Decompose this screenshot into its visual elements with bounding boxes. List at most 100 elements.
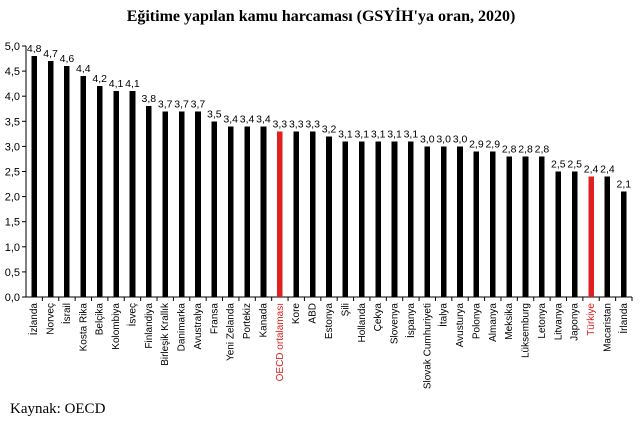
value-label: 2,8 — [518, 143, 533, 155]
bar — [408, 141, 414, 297]
y-tick-label: 2,5 — [5, 167, 20, 179]
value-label: 3,7 — [191, 98, 206, 110]
bar — [244, 126, 250, 297]
bar — [489, 151, 496, 297]
category-label: Almanya — [488, 303, 499, 342]
category-label: Polonya — [471, 303, 482, 340]
value-label: 3,5 — [207, 108, 222, 120]
category-label: Birleşik Krallık — [160, 302, 171, 366]
value-label: 2,9 — [485, 138, 500, 150]
value-label: 3,0 — [420, 133, 435, 145]
value-label: 2,9 — [469, 138, 484, 150]
category-label: Avustralya — [193, 303, 204, 350]
category-label: Slovenya — [390, 303, 401, 345]
bar — [539, 156, 545, 297]
y-tick-label: 5,0 — [5, 41, 20, 53]
category-label: ABD — [308, 303, 319, 324]
bar — [457, 146, 463, 297]
bar — [277, 131, 283, 297]
category-label: Kosta Rika — [78, 303, 89, 352]
category-label: Çekya — [373, 303, 384, 332]
bar — [375, 141, 381, 297]
category-label: Danimarka — [177, 303, 188, 352]
value-label: 3,3 — [289, 118, 304, 130]
bar — [293, 131, 300, 297]
bar — [621, 191, 627, 297]
value-label: 3,8 — [142, 93, 157, 105]
category-label: Kanada — [258, 303, 269, 338]
y-tick-label: 0,0 — [5, 292, 20, 304]
value-label: 2,8 — [502, 143, 517, 155]
bar — [113, 91, 119, 298]
value-label: 4,7 — [43, 48, 58, 60]
bar — [326, 136, 332, 297]
bar — [129, 91, 136, 298]
value-label: 2,8 — [535, 143, 550, 155]
category-label: İtalya — [437, 303, 450, 327]
category-label: İsveç — [125, 303, 138, 326]
category-label: Estonya — [324, 303, 335, 340]
bar — [146, 106, 152, 298]
category-label: İspanya — [404, 303, 417, 338]
y-tick-label: 1,5 — [5, 217, 20, 229]
bar — [64, 66, 70, 297]
chart-title: Eğitime yapılan kamu harcaması (GSYİH'ya… — [126, 8, 516, 25]
category-label: Lüksemburg — [521, 303, 532, 358]
value-label: 3,4 — [256, 113, 271, 125]
value-label: 3,1 — [354, 128, 369, 140]
bar — [309, 131, 316, 297]
bar — [260, 126, 267, 297]
value-label: 3,0 — [436, 133, 451, 145]
category-label: Macaristan — [602, 303, 613, 352]
bar — [96, 86, 103, 297]
y-tick-label: 3,0 — [5, 141, 20, 153]
value-label: 3,1 — [338, 128, 353, 140]
value-label: 4,8 — [27, 43, 42, 55]
bar — [358, 141, 365, 297]
y-tick-label: 2,0 — [5, 192, 20, 204]
value-label: 4,6 — [60, 53, 75, 65]
category-label: İsrail — [60, 303, 73, 324]
y-tick-label: 4,0 — [5, 91, 20, 103]
category-label: OECD ortalaması — [275, 303, 286, 381]
source-note: Kaynak: OECD — [10, 401, 106, 417]
category-label: Türkiye — [586, 303, 597, 336]
value-label: 3,1 — [404, 128, 419, 140]
value-label: 3,1 — [387, 128, 402, 140]
bar — [342, 141, 349, 297]
bar — [424, 146, 431, 297]
category-label: Avusturya — [455, 303, 466, 348]
category-label: İzlanda — [27, 303, 40, 336]
bar — [80, 76, 87, 298]
value-label: 2,5 — [567, 159, 582, 171]
category-label: Portekiz — [242, 303, 253, 339]
bar — [440, 146, 447, 297]
value-label: 3,1 — [371, 128, 386, 140]
bar — [391, 141, 398, 297]
bar — [555, 171, 562, 297]
value-label: 3,3 — [273, 118, 288, 130]
category-label: Yeni Zelanda — [226, 303, 237, 361]
bar — [604, 176, 611, 297]
value-label: 4,2 — [92, 73, 107, 85]
bar — [211, 121, 218, 297]
bar — [588, 176, 594, 297]
value-label: 4,1 — [125, 78, 140, 90]
value-label: 2,4 — [600, 164, 615, 176]
bar — [473, 151, 480, 297]
category-label: Meksika — [504, 303, 515, 340]
y-tick-label: 4,5 — [5, 66, 20, 78]
value-label: 2,1 — [617, 179, 632, 191]
category-label: Şili — [340, 303, 351, 316]
category-label: Norveç — [46, 303, 57, 335]
value-label: 4,1 — [109, 78, 124, 90]
value-label: 3,0 — [453, 133, 468, 145]
value-label: 3,4 — [223, 113, 238, 125]
bar — [178, 111, 185, 297]
category-label: Slovak Cumhuriyeti — [422, 303, 433, 389]
category-label: Kolombiya — [111, 303, 122, 350]
value-label: 2,5 — [551, 159, 566, 171]
category-label: Litvanya — [553, 303, 564, 341]
value-label: 2,4 — [584, 164, 599, 176]
